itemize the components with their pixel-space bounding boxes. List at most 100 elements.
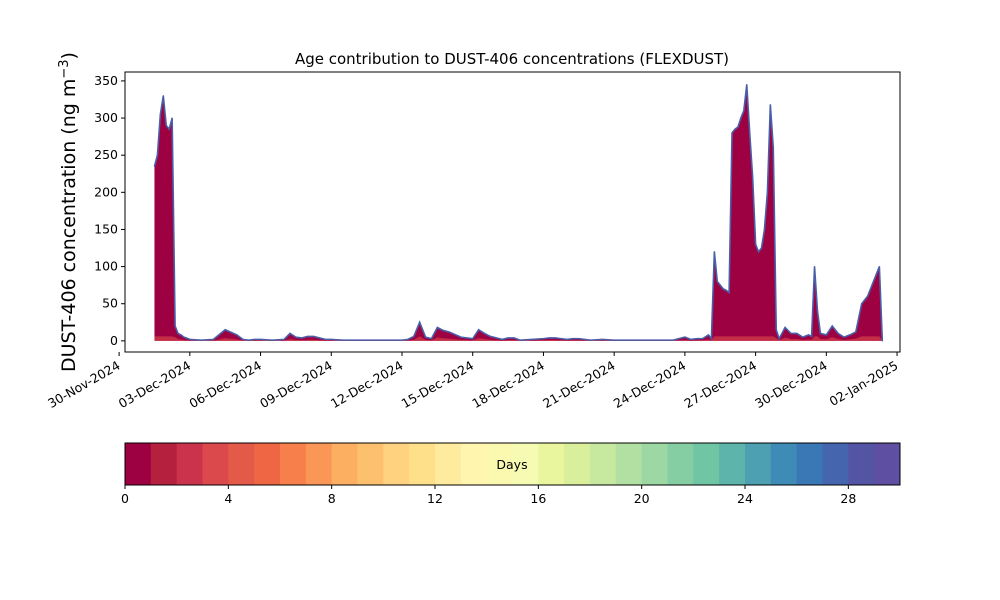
y-tick-label: 100	[94, 259, 118, 274]
data-point	[330, 338, 332, 340]
data-point	[778, 338, 780, 340]
data-point	[289, 332, 291, 335]
data-point	[168, 128, 170, 130]
data-point	[254, 338, 256, 340]
colorbar-cell	[486, 443, 513, 485]
data-point	[719, 284, 721, 286]
data-point	[731, 132, 733, 134]
data-point	[236, 334, 238, 336]
data-point	[746, 84, 748, 86]
data-point	[430, 338, 433, 340]
data-point	[802, 336, 804, 338]
colorbar: Days 0 4 8 12 16 20 24 28	[121, 442, 901, 506]
data-point	[861, 303, 863, 305]
colorbar-cell	[615, 443, 643, 485]
y-tick-label: 300	[94, 110, 118, 125]
colorbar-label: Days	[496, 457, 527, 472]
x-tick-label: 15-Dec-2024	[399, 358, 477, 411]
y-tick-label: 150	[94, 221, 118, 236]
colorbar-frame	[124, 442, 901, 486]
data-point	[283, 338, 285, 340]
data-point	[707, 334, 710, 336]
data-point	[740, 117, 742, 119]
y-axis-title: DUST-406 concentration (ng m−3)	[57, 52, 80, 372]
colorbar-cell	[745, 443, 772, 485]
data-point	[174, 325, 176, 327]
data-point	[419, 321, 421, 323]
series-layer	[153, 84, 884, 342]
data-point	[872, 280, 875, 283]
colorbar-cell	[357, 443, 384, 485]
data-point	[548, 337, 550, 339]
data-point	[259, 338, 262, 340]
data-point	[728, 291, 730, 294]
data-point	[810, 335, 813, 338]
data-point	[407, 338, 409, 340]
data-point	[324, 338, 326, 340]
colorbar-cell	[590, 443, 617, 485]
series-outline	[153, 84, 884, 341]
colorbar-cell	[667, 443, 694, 485]
colorbar-cells	[125, 443, 901, 485]
data-point	[519, 339, 521, 341]
data-point	[772, 147, 774, 149]
data-point	[881, 340, 883, 342]
colorbar-cell	[719, 443, 746, 485]
data-point	[377, 339, 380, 341]
colorbar-tick-label: 0	[121, 491, 129, 506]
data-point	[808, 334, 810, 336]
data-point	[725, 289, 727, 291]
data-point	[837, 332, 839, 335]
data-point	[224, 329, 226, 331]
data-point	[672, 339, 674, 341]
colorbar-cell	[150, 443, 178, 485]
colorbar-tick-label: 4	[224, 491, 232, 506]
data-point	[156, 154, 159, 156]
y-tick-label: 200	[94, 184, 118, 199]
data-point	[660, 339, 662, 341]
x-tick-label: 30-Dec-2024	[752, 358, 830, 411]
colorbar-cell	[125, 443, 152, 485]
colorbar-cell	[460, 443, 488, 485]
data-point	[242, 338, 244, 340]
data-point	[448, 331, 450, 333]
data-point	[483, 332, 486, 335]
data-point	[766, 191, 768, 193]
data-point	[171, 117, 173, 119]
y-tick-label: 50	[102, 296, 118, 311]
x-tick-label: 12-Dec-2024	[328, 358, 406, 411]
data-point	[295, 336, 297, 338]
y-axis-title-close: )	[58, 52, 80, 59]
colorbar-cell	[202, 443, 229, 485]
data-point	[831, 325, 833, 327]
data-point	[769, 104, 771, 106]
data-point	[589, 339, 592, 341]
colorbar-cell	[254, 443, 281, 485]
data-point	[734, 128, 736, 130]
colorbar-cell	[874, 443, 901, 485]
x-tick-label: 30-Nov-2024	[45, 358, 123, 411]
data-point	[165, 124, 167, 127]
data-point	[542, 338, 545, 340]
colorbar-cell	[693, 443, 720, 485]
series-area-older	[154, 336, 883, 341]
data-point	[855, 331, 857, 333]
data-point	[248, 339, 250, 341]
data-point	[554, 337, 556, 339]
data-point	[413, 335, 415, 338]
data-point	[613, 339, 615, 341]
data-point	[507, 337, 509, 339]
y-axis-title-exponent: −3	[57, 59, 72, 78]
colorbar-cell	[822, 443, 849, 485]
colorbar-cell	[770, 443, 798, 485]
data-point	[159, 113, 161, 115]
data-point	[501, 338, 503, 340]
data-point	[472, 338, 474, 340]
colorbar-cell	[796, 443, 823, 485]
data-point	[307, 335, 309, 338]
data-point	[825, 334, 827, 336]
colorbar-cell	[331, 443, 358, 485]
data-point	[816, 310, 819, 312]
data-point	[813, 265, 816, 268]
data-point	[495, 337, 497, 339]
